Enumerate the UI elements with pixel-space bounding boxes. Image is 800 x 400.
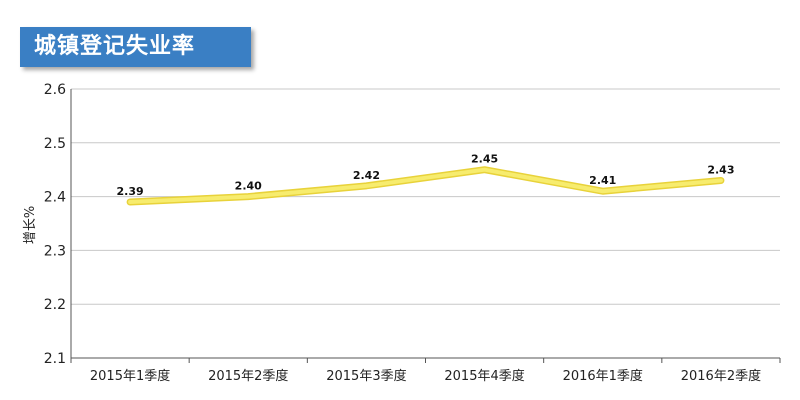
x-tick-label: 2015年3季度 (326, 368, 406, 384)
data-point (128, 200, 132, 204)
data-point (364, 184, 368, 188)
y-tick-label: 2.3 (44, 243, 66, 259)
series-line (128, 167, 723, 204)
y-axis-ticks: 2.1 2.2 2.3 2.4 2.5 2.6 (44, 82, 66, 367)
data-point (601, 189, 605, 193)
data-label: 2.42 (353, 169, 380, 182)
y-tick-label: 2.2 (44, 297, 66, 313)
y-axis-title: 增长% (23, 206, 38, 244)
y-tick-label: 2.6 (44, 82, 66, 98)
data-label: 2.39 (117, 185, 144, 198)
data-point (719, 178, 723, 182)
x-axis-ticks: 2015年1季度 2015年2季度 2015年3季度 2015年4季度 2016年1季度… (70, 358, 781, 384)
axes (70, 89, 780, 359)
y-tick-label: 2.1 (44, 351, 66, 367)
data-point (483, 168, 487, 172)
data-point (246, 195, 250, 199)
chart-title: 城镇登记失业率 (20, 27, 251, 67)
data-label: 2.45 (471, 153, 498, 166)
x-tick-label: 2015年2季度 (208, 368, 288, 384)
x-tick-label: 2015年1季度 (90, 368, 170, 384)
y-tick-label: 2.4 (44, 190, 66, 206)
data-label: 2.41 (589, 174, 616, 187)
data-labels: 2.39 2.40 2.42 2.45 2.41 2.43 (117, 153, 735, 198)
data-label: 2.40 (235, 180, 262, 193)
series-lines (126, 166, 725, 206)
gridlines (71, 88, 780, 359)
y-tick-label: 2.5 (44, 136, 66, 152)
x-tick-label: 2015年4季度 (444, 368, 524, 384)
data-label: 2.43 (707, 163, 734, 176)
x-tick-label: 2016年1季度 (563, 368, 643, 384)
x-tick-label: 2016年2季度 (681, 368, 761, 384)
